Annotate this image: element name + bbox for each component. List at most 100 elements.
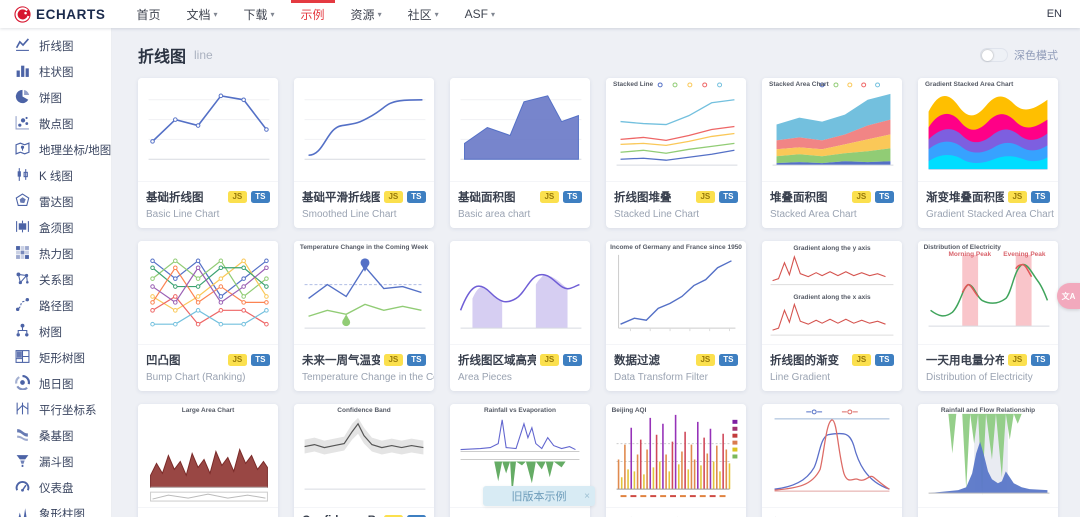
thumbnail-line-gradient[interactable]: Gradient along the y axis Gradient along … [762, 241, 902, 345]
example-card-line-sections[interactable]: Distribution of Electricity Morning Peak E… [918, 241, 1058, 391]
example-card-area-basic[interactable]: 基础面积图 JS TS Basic area chart [450, 78, 590, 228]
sidebar-item-funnel[interactable]: 漏斗图 [0, 449, 111, 475]
example-card-line-gradient[interactable]: Gradient along the y axis Gradient along … [762, 241, 902, 391]
sidebar-item-candlestick[interactable]: K 线图 [0, 163, 111, 189]
nav-item-community[interactable]: 社区 ▾ [395, 0, 452, 28]
js-badge[interactable]: JS [383, 354, 403, 366]
sidebar-item-scatter[interactable]: 散点图 [0, 111, 111, 137]
example-card-line-smooth[interactable]: 基础平滑折线图 JS TS Smoothed Line Chart [294, 78, 434, 228]
ts-badge[interactable]: TS [874, 191, 894, 203]
nav-item-home[interactable]: 首页 [123, 0, 173, 28]
close-icon[interactable]: × [584, 490, 590, 502]
example-card-area-pieces[interactable]: 折线图区域高亮 JS TS Area Pieces [450, 241, 590, 391]
sidebar-item-line[interactable]: 折线图 [0, 33, 111, 59]
sidebar-item-bar[interactable]: 柱状图 [0, 59, 111, 85]
nav-item-asf[interactable]: ASF ▾ [452, 0, 508, 28]
sidebar-item-pie[interactable]: 饼图 [0, 85, 111, 111]
sidebar-item-heatmap[interactable]: 热力图 [0, 241, 111, 267]
example-card-area-stack-gradient[interactable]: Gradient Stacked Area Chart 渐变堆叠面积图 JS TS Gr… [918, 78, 1058, 228]
card-subtitle: Basic area chart [458, 209, 531, 220]
bar-icon [15, 63, 30, 81]
example-card-data-transform-filter[interactable]: Income of Germany and France since 1950 数… [606, 241, 746, 391]
js-badge[interactable]: JS [1007, 354, 1027, 366]
echarts-logo[interactable]: ECHARTS [14, 5, 105, 23]
js-badge[interactable]: JS [383, 191, 403, 203]
sidebar-item-sankey[interactable]: 桑基图 [0, 423, 111, 449]
ts-badge[interactable]: TS [250, 354, 270, 366]
thumbnail-line-smooth[interactable] [294, 78, 434, 182]
ts-badge[interactable]: TS [250, 191, 270, 203]
language-switch[interactable]: EN [1046, 8, 1062, 20]
thumbnail-multiple-x-axis[interactable] [762, 404, 902, 508]
sidebar-item-graph[interactable]: 关系图 [0, 267, 111, 293]
example-card-line-stack[interactable]: Stacked Line 折线图堆叠 JS TS Stacked Line Chart [606, 78, 746, 228]
ts-badge[interactable]: TS [406, 354, 426, 366]
thumbnail-data-transform-filter[interactable]: Income of Germany and France since 1950 [606, 241, 746, 345]
sidebar-item-sunburst[interactable]: 旭日图 [0, 371, 111, 397]
js-badge[interactable]: JS [851, 191, 871, 203]
thumbnail-area-stack-gradient[interactable]: Gradient Stacked Area Chart [918, 78, 1058, 182]
ts-badge[interactable]: TS [406, 191, 426, 203]
dark-mode-toggle[interactable] [980, 48, 1008, 62]
example-card-area-stack[interactable]: Stacked Area Chart 堆叠面积图 JS TS Stacked Area … [762, 78, 902, 228]
js-badge[interactable]: JS [539, 354, 559, 366]
js-badge[interactable]: JS [695, 191, 715, 203]
example-card-area-rainfall[interactable]: Rainfall and Flow Relationship雨量流量关系图JST… [918, 404, 1058, 517]
sidebar-item-label: 漏斗图 [39, 457, 74, 469]
thumbnail-area-pieces[interactable] [450, 241, 590, 345]
nav-item-label: 首页 [136, 7, 161, 22]
sidebar-item-treemap[interactable]: 矩形树图 [0, 345, 111, 371]
sidebar-item-label: 树图 [39, 327, 62, 339]
thumbnail-area-stack[interactable]: Stacked Area Chart [762, 78, 902, 182]
sidebar-item-lines[interactable]: 路径图 [0, 293, 111, 319]
thumbnail-confidence-band[interactable]: Confidence Band [294, 404, 434, 508]
js-badge[interactable]: JS [1007, 191, 1027, 203]
ts-badge[interactable]: TS [718, 354, 738, 366]
js-badge[interactable]: JS [539, 191, 559, 203]
thumbnail-area-basic[interactable] [450, 78, 590, 182]
nav-item-resources[interactable]: 资源 ▾ [338, 0, 395, 28]
ts-badge[interactable]: TS [1030, 354, 1050, 366]
sidebar-item-pictorial-bar[interactable]: 象形柱图 [0, 501, 111, 517]
sidebar-item-label: 散点图 [39, 119, 74, 131]
thumbnail-area-rainfall[interactable]: Rainfall and Flow Relationship [918, 404, 1058, 508]
thumbnail-line-simple[interactable] [138, 78, 278, 182]
example-card-line-marker[interactable]: Temperature Change in the Coming Week 未来一… [294, 241, 434, 391]
js-badge[interactable]: JS [227, 191, 247, 203]
example-card-line-simple[interactable]: 基础折线图 JS TS Basic Line Chart [138, 78, 278, 228]
ts-badge[interactable]: TS [874, 354, 894, 366]
nav-item-download[interactable]: 下载 ▾ [231, 0, 288, 28]
sidebar-item-map[interactable]: 地理坐标/地图 [0, 137, 111, 163]
ts-badge[interactable]: TS [1030, 191, 1050, 203]
sidebar-item-parallel[interactable]: 平行坐标系 [0, 397, 111, 423]
chevron-down-icon: ▾ [434, 9, 439, 19]
ts-badge[interactable]: TS [562, 354, 582, 366]
thumbnail-bump-chart[interactable] [138, 241, 278, 345]
thumbnail-line-aqi[interactable]: Beijing AQI [606, 404, 746, 508]
js-badge[interactable]: JS [851, 354, 871, 366]
thumbnail-line-stack[interactable]: Stacked Line [606, 78, 746, 182]
old-version-link[interactable]: 旧版本示例 [511, 491, 567, 503]
ts-badge[interactable]: TS [562, 191, 582, 203]
nav-item-docs[interactable]: 文档 ▾ [173, 0, 230, 28]
sidebar-item-boxplot[interactable]: 盒须图 [0, 215, 111, 241]
example-card-multiple-x-axis[interactable]: 多 X 轴JSTS [762, 404, 902, 517]
sidebar-item-gauge[interactable]: 仪表盘 [0, 475, 111, 501]
ts-badge[interactable]: TS [718, 191, 738, 203]
example-card-area-simple[interactable]: Large Area Chart大数据量面积图JSTS [138, 404, 278, 517]
sidebar-item-label: 盒须图 [39, 223, 74, 235]
example-card-confidence-band[interactable]: Confidence BandConfidence BandJSTS [294, 404, 434, 517]
map-icon [15, 141, 30, 159]
sidebar-item-tree[interactable]: 树图 [0, 319, 111, 345]
thumbnail-line-marker[interactable]: Temperature Change in the Coming Week [294, 241, 434, 345]
example-card-line-aqi[interactable]: Beijing AQI北京 AQI 可视化JSTS [606, 404, 746, 517]
sidebar-item-label: 地理坐标/地图 [39, 145, 112, 157]
js-badge[interactable]: JS [227, 354, 247, 366]
thumbnail-area-simple[interactable]: Large Area Chart [138, 404, 278, 508]
js-badge[interactable]: JS [695, 354, 715, 366]
example-card-bump-chart[interactable]: 凹凸图 JS TS Bump Chart (Ranking) [138, 241, 278, 391]
translate-float-button[interactable]: 文A [1057, 283, 1080, 309]
sidebar-item-radar[interactable]: 雷达图 [0, 189, 111, 215]
nav-item-examples[interactable]: 示例 [288, 0, 338, 28]
thumbnail-line-sections[interactable]: Distribution of Electricity Morning Peak E… [918, 241, 1058, 345]
